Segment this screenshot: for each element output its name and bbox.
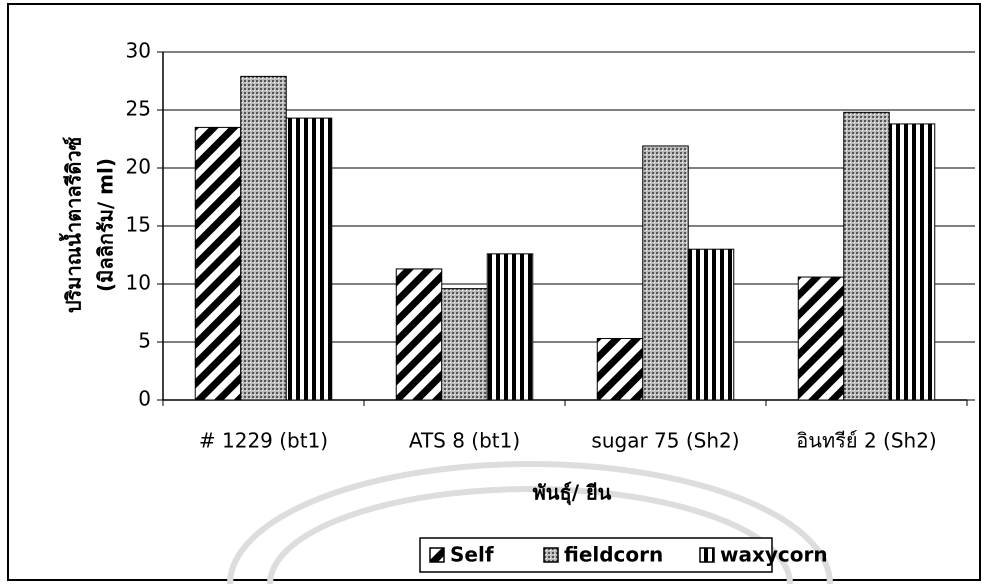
- frame: [7, 3, 981, 581]
- bar: [596, 338, 644, 401]
- bar: [194, 126, 242, 401]
- y-tick-label: 15: [126, 213, 151, 237]
- y-tick-label: 10: [126, 271, 151, 295]
- x-tick-label: อินทรีย์ 2 (Sh2): [796, 429, 936, 453]
- legend-swatch: [543, 547, 559, 563]
- y-axis-label: (มิลลิกรัม/ ml): [94, 158, 118, 292]
- y-tick-label: 0: [138, 387, 151, 411]
- bar: [285, 117, 333, 401]
- x-tick-label: ATS 8 (bt1): [409, 429, 520, 453]
- bar: [888, 123, 936, 401]
- bar: [687, 248, 735, 401]
- legend-swatch: [699, 547, 715, 563]
- x-tick-label: sugar 75 (Sh2): [591, 429, 739, 453]
- x-axis-label: พันธุ์/ ยีน: [533, 481, 612, 506]
- y-tick-label: 20: [126, 155, 151, 179]
- legend-swatch: [429, 547, 445, 563]
- y-axis-label: ปริมาณน้ำตาลรีดิวซ์: [59, 136, 86, 313]
- bar: [642, 145, 689, 401]
- bar: [441, 288, 488, 401]
- bar: [240, 75, 287, 401]
- bar: [797, 276, 845, 401]
- legend-label: Self: [450, 543, 494, 567]
- x-tick-label: # 1229 (bt1): [199, 429, 328, 453]
- y-tick-label: 25: [126, 97, 151, 121]
- legend-label: waxycorn: [720, 543, 828, 567]
- y-tick-label: 5: [138, 329, 151, 353]
- bar: [486, 253, 534, 401]
- legend-label: fieldcorn: [564, 543, 663, 567]
- bar: [395, 268, 443, 401]
- y-tick-label: 30: [126, 39, 151, 63]
- bar: [843, 111, 890, 401]
